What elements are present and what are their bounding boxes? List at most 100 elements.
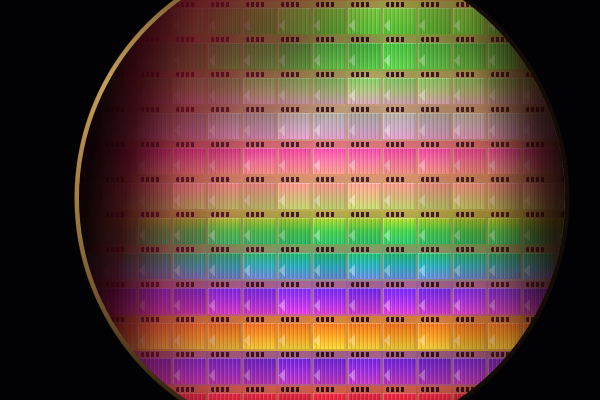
die-body (348, 113, 381, 139)
die-body (138, 183, 171, 209)
die-bond-pads (141, 317, 160, 322)
die-circuit-stripes (418, 218, 451, 244)
die-body (138, 8, 171, 34)
die-circuit-stripes (348, 358, 381, 384)
die-body (313, 8, 346, 34)
die-circuit-stripes (453, 183, 486, 209)
wafer-die (488, 281, 521, 315)
die-body (79, 358, 101, 384)
die-bond-pads (456, 282, 475, 287)
die-bond-pads (561, 37, 565, 42)
die-bond-pads (246, 317, 265, 322)
wafer-die (208, 281, 241, 315)
die-bond-pads (79, 2, 90, 7)
die-bond-pads (421, 72, 440, 77)
die-circuit-stripes (313, 288, 346, 314)
wafer-die (138, 141, 171, 175)
die-bond-pads (491, 142, 510, 147)
wafer-die (173, 386, 206, 400)
die-circuit-stripes (348, 288, 381, 314)
die-circuit-stripes (418, 183, 451, 209)
die-circuit-stripes (138, 148, 171, 174)
wafer-die (558, 141, 565, 175)
die-body (313, 113, 346, 139)
wafer-die (79, 71, 101, 105)
die-bond-pads (491, 317, 510, 322)
die-circuit-stripes (418, 78, 451, 104)
die-bond-pads (386, 282, 405, 287)
wafer-die (208, 141, 241, 175)
die-bond-pads (456, 2, 475, 7)
die-circuit-stripes (208, 288, 241, 314)
die-bond-pads (456, 212, 475, 217)
die-circuit-stripes (523, 148, 556, 174)
die-body (138, 148, 171, 174)
wafer-die (383, 176, 416, 210)
die-circuit-stripes (173, 288, 206, 314)
die-circuit-stripes (453, 323, 486, 349)
die-circuit-stripes (523, 358, 556, 384)
die-body (173, 183, 206, 209)
die-circuit-stripes (453, 218, 486, 244)
wafer-die (138, 36, 171, 70)
die-body (383, 8, 416, 34)
die-circuit-stripes (313, 358, 346, 384)
die-bond-pads (351, 387, 370, 392)
wafer-die (418, 36, 451, 70)
die-bond-pads (561, 247, 565, 252)
die-body (418, 218, 451, 244)
die-circuit-stripes (138, 288, 171, 314)
die-circuit-stripes (208, 8, 241, 34)
wafer-die (488, 211, 521, 245)
die-bond-pads (106, 352, 125, 357)
die-bond-pads (246, 387, 265, 392)
wafer-die (138, 1, 171, 35)
die-circuit-stripes (103, 183, 136, 209)
wafer-die (453, 386, 486, 400)
die-circuit-stripes (278, 253, 311, 279)
wafer-die (523, 106, 556, 140)
die-body (243, 253, 276, 279)
wafer-die (348, 386, 381, 400)
die-circuit-stripes (79, 393, 101, 400)
die-body (418, 148, 451, 174)
die-circuit-stripes (348, 113, 381, 139)
wafer-die (453, 246, 486, 280)
wafer-die (523, 351, 556, 385)
die-body (488, 358, 521, 384)
wafer-die (348, 176, 381, 210)
die-body (348, 218, 381, 244)
die-body (103, 288, 136, 314)
die-bond-pads (141, 177, 160, 182)
die-circuit-stripes (488, 78, 521, 104)
die-body (523, 358, 556, 384)
die-circuit-stripes (383, 218, 416, 244)
wafer-die (278, 106, 311, 140)
die-bond-pads (281, 352, 300, 357)
die-bond-pads (106, 72, 125, 77)
die-body (243, 43, 276, 69)
die-body (348, 43, 381, 69)
wafer-die (243, 106, 276, 140)
die-body (208, 113, 241, 139)
wafer-die (313, 281, 346, 315)
wafer-die (348, 351, 381, 385)
wafer-die (138, 211, 171, 245)
die-bond-pads (316, 107, 335, 112)
die-bond-pads (491, 72, 510, 77)
die-bond-pads (141, 387, 160, 392)
die-bond-pads (246, 352, 265, 357)
wafer-die (453, 351, 486, 385)
die-circuit-stripes (453, 78, 486, 104)
die-bond-pads (526, 72, 545, 77)
die-bond-pads (176, 317, 195, 322)
wafer-die (138, 246, 171, 280)
wafer-die (208, 176, 241, 210)
die-body (348, 323, 381, 349)
die-body (488, 148, 521, 174)
die-bond-pads (79, 212, 90, 217)
die-circuit-stripes (208, 43, 241, 69)
wafer-die (453, 71, 486, 105)
die-body (208, 218, 241, 244)
die-body (278, 393, 311, 400)
